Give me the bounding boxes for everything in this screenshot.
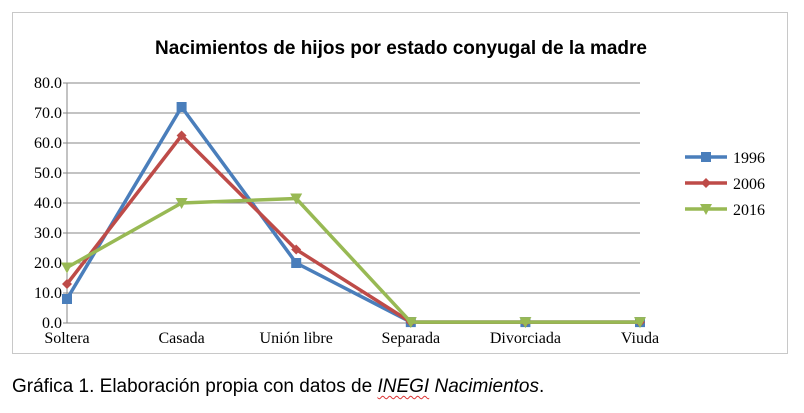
data-point-marker — [62, 279, 72, 289]
data-point-marker — [290, 193, 303, 205]
y-tick-label: 70.0 — [34, 105, 62, 122]
grid-lines — [67, 82, 640, 294]
y-tick-label: 60.0 — [34, 135, 62, 152]
y-tick-label: 20.0 — [34, 255, 62, 272]
y-tick-label: 0.0 — [42, 315, 62, 332]
y-tick-label: 30.0 — [34, 225, 62, 242]
legend-entry-2016: 2016 — [685, 202, 765, 219]
y-axis-ticks: 0.0 10.0 20.0 30.0 40.0 50.0 60.0 70.0 80.0 — [34, 75, 62, 332]
caption-suffix: . — [539, 376, 545, 397]
y-tick-label: 50.0 — [34, 165, 62, 182]
x-tick-label: Casada — [158, 330, 204, 347]
data-point-marker — [701, 152, 711, 162]
data-point-marker — [61, 262, 73, 274]
legend-label: 2016 — [733, 202, 765, 219]
data-point-marker — [701, 178, 711, 188]
chart-svg: Nacimientos de hijos por estado conyugal… — [34, 38, 765, 347]
series-lines — [61, 102, 646, 329]
data-point-marker — [176, 102, 187, 112]
data-point-marker — [175, 198, 188, 209]
caption-source-rest: Nacimientos — [429, 376, 540, 397]
y-tick-label: 10.0 — [34, 285, 62, 302]
x-tick-label: Divorciada — [490, 330, 561, 347]
series-2016 — [61, 193, 646, 329]
data-point-marker — [519, 317, 532, 329]
chart-title: Nacimientos de hijos por estado conyugal… — [155, 38, 647, 59]
data-point-marker — [62, 294, 72, 304]
series-line — [66, 196, 640, 324]
legend: 1996 2006 2016 — [685, 150, 765, 219]
data-point-marker — [404, 317, 417, 329]
data-point-marker — [291, 258, 302, 268]
caption-prefix: Gráfica 1. Elaboración propia con datos … — [12, 376, 378, 397]
x-tick-label: Unión libre — [260, 330, 333, 347]
x-tick-label: Viuda — [621, 330, 659, 347]
data-point-marker — [700, 204, 712, 215]
legend-entry-2006: 2006 — [685, 176, 765, 193]
legend-label: 2006 — [733, 176, 765, 193]
series-line — [65, 105, 640, 324]
y-tick-label: 80.0 — [34, 75, 62, 92]
caption-source: INEGI Nacimientos — [377, 376, 539, 397]
legend-label: 1996 — [733, 150, 765, 167]
data-point-marker — [291, 244, 302, 255]
caption-source-org: INEGI — [377, 376, 430, 397]
x-axis-ticks: Soltera Casada Unión libre Separada Divorcia… — [44, 330, 659, 347]
chart-frame: Nacimientos de hijos por estado conyugal… — [12, 12, 788, 354]
x-tick-label: Separada — [381, 330, 440, 347]
y-tick-label: 40.0 — [34, 195, 62, 212]
x-tick-label: Soltera — [44, 330, 89, 347]
figure-caption: Gráfica 1. Elaboración propia con datos … — [12, 376, 544, 398]
data-point-marker — [176, 130, 187, 141]
data-point-marker — [634, 317, 646, 329]
legend-entry-1996: 1996 — [685, 150, 765, 167]
